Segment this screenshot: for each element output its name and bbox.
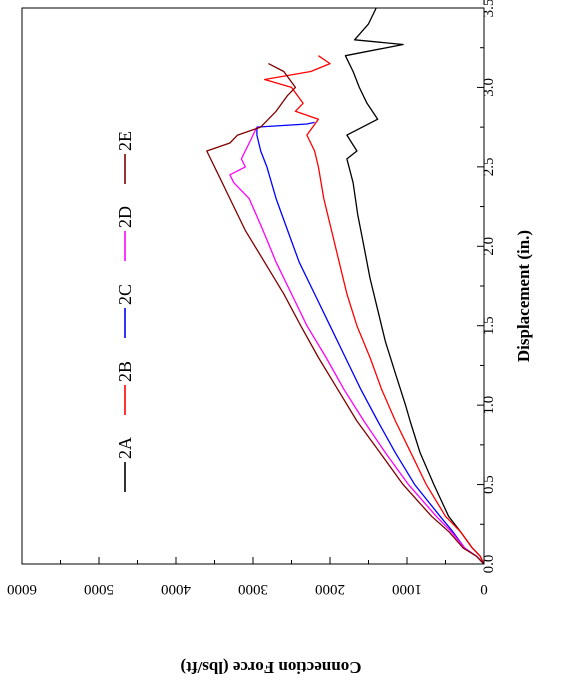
x-tick-label: 0.5 — [481, 475, 497, 494]
series-line-2d — [229, 126, 484, 564]
series-lines — [206, 8, 484, 564]
series-line-2b — [263, 55, 484, 564]
plot-frame — [21, 7, 485, 565]
legend-label-2c: 2C — [115, 284, 135, 305]
y-tick-label: 4000 — [161, 581, 191, 597]
legend-label-2a: 2A — [115, 437, 135, 459]
x-axis-title: Displacement (in.) — [514, 230, 533, 362]
x-tick-label: 1.0 — [481, 396, 497, 415]
legend: 2A 2B 2C 2D 2E — [115, 131, 135, 492]
y-tick-label: 5000 — [84, 581, 114, 597]
series-line-2c — [256, 121, 484, 564]
series-line-2e — [206, 63, 484, 564]
y-tick-label: 6000 — [7, 581, 37, 597]
x-tick-label: 3.0 — [481, 78, 497, 97]
y-tick-label: 2000 — [315, 581, 345, 597]
legend-label-2d: 2D — [115, 206, 135, 228]
y-tick-label: 0 — [480, 581, 488, 597]
y-tick-label: 3000 — [238, 581, 268, 597]
x-tick-label: 2.5 — [481, 157, 497, 176]
axes: 0.0 0.5 1.0 1.5 2.0 2.5 3.0 3.5 0 1000 2000 3000 400… — [7, 0, 533, 677]
legend-label-2b: 2B — [115, 361, 135, 382]
y-tick-label: 1000 — [392, 581, 422, 597]
x-tick-label: 0.0 — [481, 555, 497, 574]
x-tick-label: 2.0 — [481, 237, 497, 256]
series-line-2a — [344, 8, 484, 564]
plot-area — [206, 8, 484, 564]
x-tick-label: 3.5 — [481, 0, 497, 17]
legend-label-2e: 2E — [115, 131, 135, 151]
y-axis-title: Connection Force (lbs/ft) — [181, 658, 362, 677]
x-tick-label: 1.5 — [481, 316, 497, 335]
